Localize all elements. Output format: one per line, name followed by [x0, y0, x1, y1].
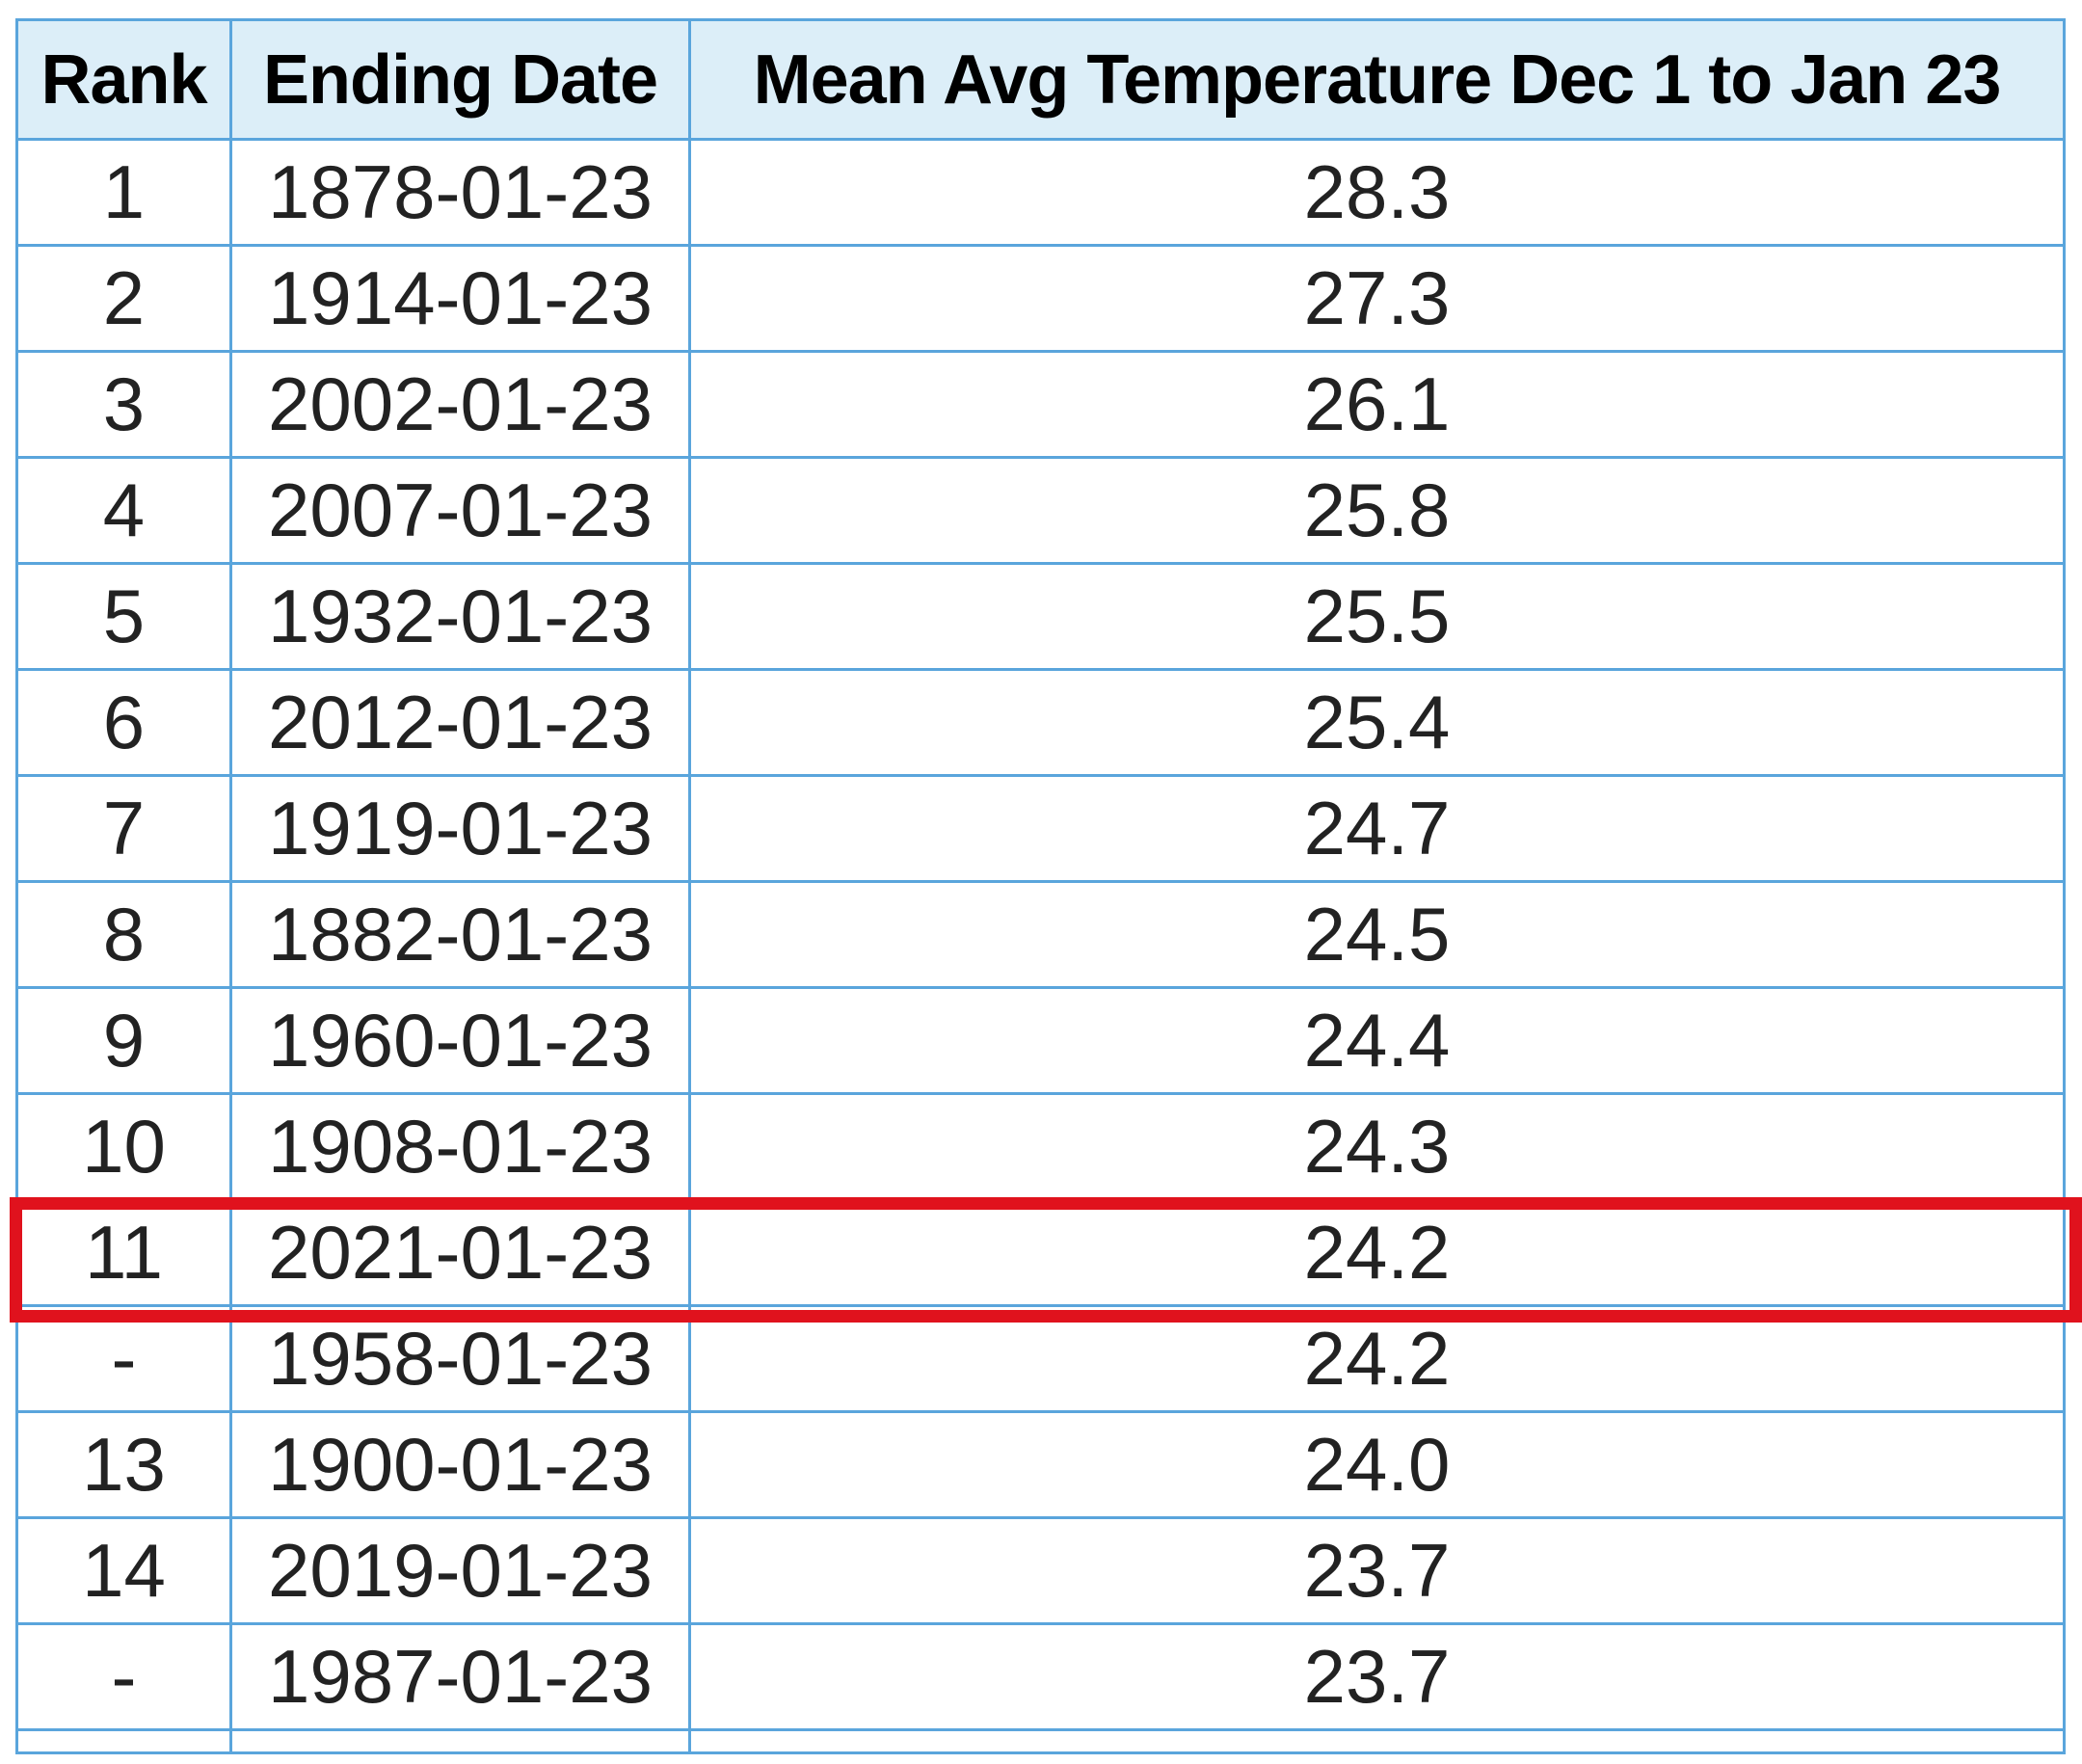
cell-ending-date: 2021-01-23 [229, 1198, 691, 1307]
header-ending-date[interactable]: Ending Date [229, 18, 691, 141]
cell-ending-date-partial [229, 1728, 691, 1754]
cell-mean-temperature: 25.5 [688, 562, 2066, 671]
cell-mean-temperature: 27.3 [688, 244, 2066, 353]
cell-ending-date: 2002-01-23 [229, 350, 691, 459]
header-rank[interactable]: Rank [15, 18, 232, 141]
table-row: 9 1960-01-23 24.4 [15, 986, 2066, 1095]
cell-mean-temperature: 24.3 [688, 1092, 2066, 1201]
cell-mean-temperature: 28.3 [688, 138, 2066, 247]
table-row: 8 1882-01-23 24.5 [15, 880, 2066, 989]
cell-rank: 9 [15, 986, 232, 1095]
cell-mean-temperature: 23.7 [688, 1622, 2066, 1731]
cell-mean-temperature: 24.4 [688, 986, 2066, 1095]
table-row: 7 1919-01-23 24.7 [15, 774, 2066, 883]
cell-ending-date: 2012-01-23 [229, 668, 691, 777]
table-row: 1 1878-01-23 28.3 [15, 138, 2066, 247]
cell-ending-date: 2007-01-23 [229, 456, 691, 565]
cell-ending-date: 2019-01-23 [229, 1516, 691, 1625]
temperature-rankings-table: Rank Ending Date Mean Avg Temperature De… [15, 18, 2066, 1754]
table-row-partial [15, 1728, 2066, 1754]
cell-mean-temperature-partial [688, 1728, 2066, 1754]
cell-rank: 5 [15, 562, 232, 671]
rankings-table-container: Rank Ending Date Mean Avg Temperature De… [15, 18, 2066, 1754]
cell-mean-temperature: 23.7 [688, 1516, 2066, 1625]
cell-rank: 6 [15, 668, 232, 777]
cell-ending-date: 1900-01-23 [229, 1410, 691, 1519]
table-row: - 1987-01-23 23.7 [15, 1622, 2066, 1731]
cell-mean-temperature: 24.2 [688, 1304, 2066, 1413]
cell-mean-temperature: 24.0 [688, 1410, 2066, 1519]
cell-rank: 4 [15, 456, 232, 565]
cell-ending-date: 1958-01-23 [229, 1304, 691, 1413]
cell-rank: 10 [15, 1092, 232, 1201]
cell-rank: 11 [15, 1198, 232, 1307]
cell-rank: 13 [15, 1410, 232, 1519]
cell-mean-temperature: 25.8 [688, 456, 2066, 565]
cell-rank: - [15, 1622, 232, 1731]
cell-rank: 8 [15, 880, 232, 989]
cell-ending-date: 1932-01-23 [229, 562, 691, 671]
cell-ending-date: 1987-01-23 [229, 1622, 691, 1731]
cell-mean-temperature: 24.2 [688, 1198, 2066, 1307]
table-row: 5 1932-01-23 25.5 [15, 562, 2066, 671]
cell-ending-date: 1960-01-23 [229, 986, 691, 1095]
cell-ending-date: 1882-01-23 [229, 880, 691, 989]
table-header-row: Rank Ending Date Mean Avg Temperature De… [15, 18, 2066, 141]
table-row: - 1958-01-23 24.2 [15, 1304, 2066, 1413]
cell-mean-temperature: 26.1 [688, 350, 2066, 459]
table-row: 10 1908-01-23 24.3 [15, 1092, 2066, 1201]
table-row: 4 2007-01-23 25.8 [15, 456, 2066, 565]
cell-rank: 14 [15, 1516, 232, 1625]
cell-rank-partial [15, 1728, 232, 1754]
table-row: 14 2019-01-23 23.7 [15, 1516, 2066, 1625]
table-row: 6 2012-01-23 25.4 [15, 668, 2066, 777]
cell-ending-date: 1914-01-23 [229, 244, 691, 353]
cell-rank: 7 [15, 774, 232, 883]
cell-ending-date: 1878-01-23 [229, 138, 691, 247]
cell-rank: - [15, 1304, 232, 1413]
cell-rank: 3 [15, 350, 232, 459]
cell-mean-temperature: 24.7 [688, 774, 2066, 883]
cell-ending-date: 1919-01-23 [229, 774, 691, 883]
cell-mean-temperature: 25.4 [688, 668, 2066, 777]
table-row: 3 2002-01-23 26.1 [15, 350, 2066, 459]
cell-rank: 2 [15, 244, 232, 353]
header-mean-avg-temperature[interactable]: Mean Avg Temperature Dec 1 to Jan 23 [688, 18, 2066, 141]
cell-mean-temperature: 24.5 [688, 880, 2066, 989]
cell-rank: 1 [15, 138, 232, 247]
table-row: 2 1914-01-23 27.3 [15, 244, 2066, 353]
table-row-highlighted: 11 2021-01-23 24.2 [15, 1198, 2066, 1307]
cell-ending-date: 1908-01-23 [229, 1092, 691, 1201]
table-row: 13 1900-01-23 24.0 [15, 1410, 2066, 1519]
